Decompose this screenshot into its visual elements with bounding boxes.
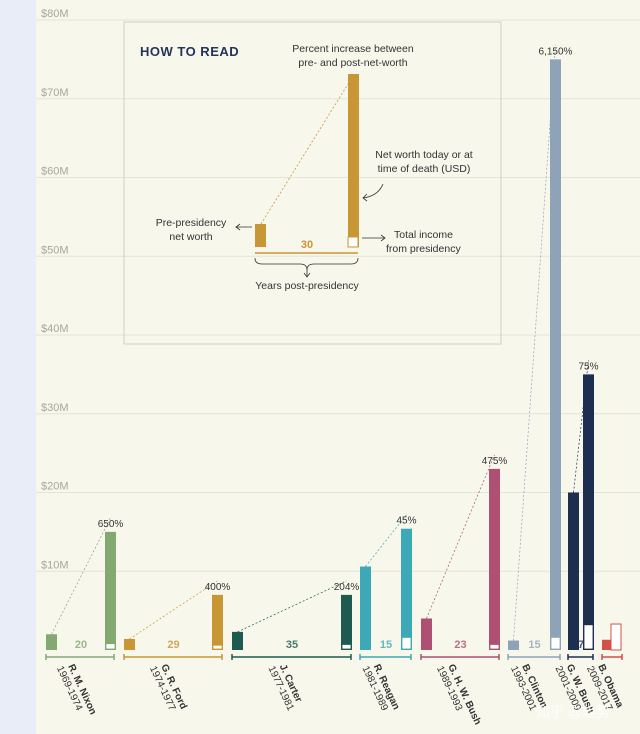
percent-label: 6,150% xyxy=(539,46,573,57)
net-worth-line-1: Net worth today or at xyxy=(375,149,473,161)
percent-label: 204% xyxy=(334,582,360,593)
percent-label: 650% xyxy=(98,519,124,530)
connector-line xyxy=(237,580,347,633)
how-to-read-title: HOW TO READ xyxy=(140,44,239,59)
percent-label: 400% xyxy=(205,582,231,593)
y-tick-label: $40M xyxy=(41,323,69,335)
years-post-label: 20 xyxy=(75,639,87,651)
y-tick-label: $70M xyxy=(41,87,69,99)
gridlines: $10M $20M $30M $40M $50M $60M $70M $80M xyxy=(36,8,640,572)
plot-background xyxy=(36,0,640,734)
example-post-bar xyxy=(348,74,359,247)
connector-line xyxy=(365,514,407,567)
percent-label: 475% xyxy=(482,456,508,467)
example-years-value: 30 xyxy=(301,239,313,251)
income-arrow xyxy=(362,234,386,242)
bars: 650% 20 400% 29 204% 35 45% 15 475% 23 6,150% 15 75%… xyxy=(46,45,622,651)
percent-label: 45% xyxy=(396,516,416,527)
income-box xyxy=(105,643,116,650)
example-connector xyxy=(260,75,354,225)
percent-label: 75% xyxy=(578,361,598,372)
percent-label-line-1: Percent increase between xyxy=(292,43,414,55)
y-tick-label: $10M xyxy=(41,559,69,571)
years-label: Years post-presidency xyxy=(255,280,359,292)
connector-line xyxy=(513,45,556,641)
pre-presidency-bar xyxy=(232,631,243,650)
pre-presidency-bar xyxy=(360,566,371,650)
income-box xyxy=(341,644,352,650)
income-box xyxy=(489,644,500,650)
how-to-read-panel: HOW TO READ Percent increase between pre- … xyxy=(123,21,502,345)
pre-presidency-bar xyxy=(568,492,579,650)
post-presidency-bar xyxy=(401,528,412,650)
years-post-label: 7 xyxy=(578,639,584,651)
income-box xyxy=(401,637,412,650)
percent-label-line-2: pre- and post-net-worth xyxy=(298,57,407,69)
y-tick-label: $50M xyxy=(41,244,69,256)
income-box xyxy=(550,637,561,650)
y-tick-label: $20M xyxy=(41,481,69,493)
post-presidency-bar xyxy=(105,531,116,650)
pre-presidency-bar xyxy=(421,618,432,650)
pre-presidency-bar xyxy=(508,640,519,650)
pre-presidency-bar xyxy=(46,634,57,650)
income-label-line-2: from presidency xyxy=(386,243,461,255)
post-presidency-bar xyxy=(341,594,352,650)
y-tick-label: $60M xyxy=(41,166,69,178)
years-post-label: 15 xyxy=(528,639,540,651)
pre-arrow xyxy=(235,223,252,231)
pre-label-line-2: net worth xyxy=(169,231,212,243)
how-to-read-box xyxy=(123,21,502,345)
net-worth-line-2: time of death (USD) xyxy=(378,163,471,175)
connector-line xyxy=(426,454,495,619)
income-box xyxy=(212,644,223,650)
example-pre-bar xyxy=(255,224,266,247)
income-box xyxy=(583,624,594,650)
example-income-box xyxy=(347,236,359,248)
watermark: 知乎 @趋势 xyxy=(536,704,610,720)
income-label-line-1: Total income xyxy=(394,229,453,241)
post-presidency-bar xyxy=(550,59,561,650)
years-post-label: 15 xyxy=(380,639,392,651)
y-tick-label: $30M xyxy=(41,402,69,414)
pre-label-line-1: Pre-presidency xyxy=(156,217,227,229)
net-worth-arrow xyxy=(362,183,384,202)
connector-line xyxy=(51,517,111,635)
post-presidency-bar xyxy=(212,594,223,650)
connector-line xyxy=(129,580,218,640)
pre-presidency-bar xyxy=(124,638,135,650)
post-presidency-bar xyxy=(489,468,500,650)
years-post-label: 23 xyxy=(454,639,466,651)
y-tick-label: $80M xyxy=(41,8,69,20)
pre-presidency-bar xyxy=(602,639,613,650)
years-post-label: 35 xyxy=(286,639,298,651)
income-box xyxy=(610,623,622,651)
years-post-label: 29 xyxy=(167,639,179,651)
years-arrow xyxy=(303,268,311,278)
post-presidency-bar xyxy=(583,374,594,650)
